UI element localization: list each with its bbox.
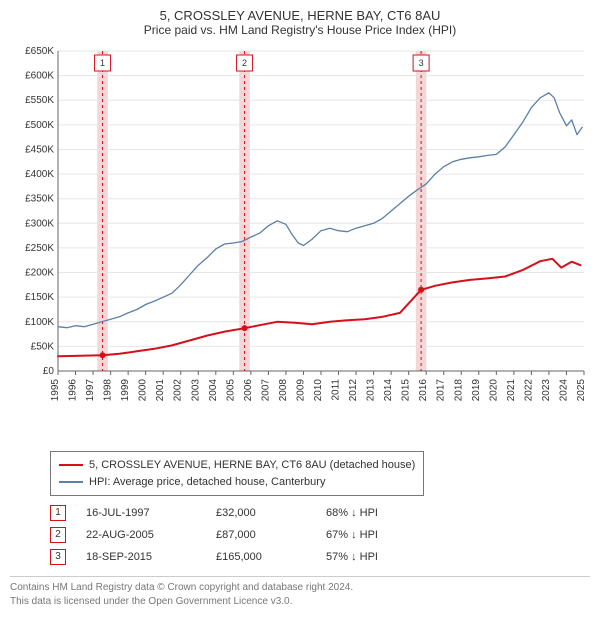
x-tick-label: 1998 bbox=[103, 379, 114, 402]
x-tick-label: 2010 bbox=[313, 379, 324, 402]
y-tick-label: £250K bbox=[25, 243, 54, 254]
event-price: £165,000 bbox=[216, 546, 326, 568]
y-tick-label: £200K bbox=[25, 268, 54, 279]
x-tick-label: 1996 bbox=[68, 379, 79, 402]
x-tick-label: 1995 bbox=[50, 379, 61, 402]
x-tick-label: 2024 bbox=[558, 379, 569, 402]
y-tick-label: £150K bbox=[25, 292, 54, 303]
sale-marker-number: 1 bbox=[100, 58, 105, 68]
x-tick-label: 2023 bbox=[541, 379, 552, 402]
x-tick-label: 2015 bbox=[401, 379, 412, 402]
y-tick-label: £600K bbox=[25, 71, 54, 82]
event-delta: 68% ↓ HPI bbox=[326, 502, 378, 524]
legend-box: 5, CROSSLEY AVENUE, HERNE BAY, CT6 8AU (… bbox=[50, 451, 424, 496]
x-tick-label: 2014 bbox=[383, 379, 394, 402]
event-delta: 57% ↓ HPI bbox=[326, 546, 378, 568]
sale-dot bbox=[100, 352, 106, 358]
event-date: 16-JUL-1997 bbox=[86, 502, 216, 524]
x-tick-label: 2021 bbox=[506, 379, 517, 402]
x-tick-label: 2025 bbox=[576, 379, 587, 402]
y-tick-label: £50K bbox=[31, 341, 55, 352]
x-tick-label: 2019 bbox=[471, 379, 482, 402]
sale-marker-number: 2 bbox=[242, 58, 247, 68]
x-tick-label: 2001 bbox=[155, 379, 166, 402]
chart-svg: £0 £50K £100K £150K £200K £250K £300K £350K £400… bbox=[10, 43, 590, 443]
x-tick-label: 2009 bbox=[295, 379, 306, 402]
chart-area: £0 £50K £100K £150K £200K £250K £300K £350K £400… bbox=[10, 43, 590, 443]
legend-row: HPI: Average price, detached house, Cant… bbox=[59, 474, 415, 491]
event-delta: 67% ↓ HPI bbox=[326, 524, 378, 546]
x-tick-label: 2020 bbox=[488, 379, 499, 402]
event-row: 3 18-SEP-2015£165,00057% ↓ HPI bbox=[50, 546, 378, 568]
event-date: 18-SEP-2015 bbox=[86, 546, 216, 568]
x-tick-label: 2012 bbox=[348, 379, 359, 402]
x-tick-label: 1997 bbox=[85, 379, 96, 402]
x-tick-label: 2022 bbox=[523, 379, 534, 402]
x-tick-label: 2007 bbox=[260, 379, 271, 402]
x-tick-label: 2011 bbox=[331, 379, 342, 401]
x-tick-label: 2013 bbox=[366, 379, 377, 402]
x-tick-label: 2002 bbox=[173, 379, 184, 402]
x-tick-label: 2017 bbox=[436, 379, 447, 402]
title-block: 5, CROSSLEY AVENUE, HERNE BAY, CT6 8AU P… bbox=[10, 8, 590, 37]
chart-title: 5, CROSSLEY AVENUE, HERNE BAY, CT6 8AU bbox=[10, 8, 590, 23]
series-hpi bbox=[58, 93, 582, 328]
y-tick-label: £500K bbox=[25, 120, 54, 131]
x-tick-label: 2003 bbox=[190, 379, 201, 402]
event-marker: 1 bbox=[50, 505, 66, 521]
x-tick-label: 2000 bbox=[138, 379, 149, 402]
x-tick-label: 2004 bbox=[208, 379, 219, 402]
footer-line-1: Contains HM Land Registry data © Crown c… bbox=[10, 581, 590, 595]
sale-dot bbox=[242, 325, 248, 331]
series-price_paid bbox=[58, 259, 581, 356]
sale-events-table: 1 16-JUL-1997£32,00068% ↓ HPI 2 22-AUG-2005… bbox=[50, 502, 590, 568]
event-price: £32,000 bbox=[216, 502, 326, 524]
event-date: 22-AUG-2005 bbox=[86, 524, 216, 546]
event-price: £87,000 bbox=[216, 524, 326, 546]
x-tick-label: 2016 bbox=[418, 379, 429, 402]
legend-row: 5, CROSSLEY AVENUE, HERNE BAY, CT6 8AU (… bbox=[59, 457, 415, 474]
y-tick-label: £550K bbox=[25, 95, 54, 106]
y-tick-label: £650K bbox=[25, 46, 54, 57]
legend-swatch bbox=[59, 464, 83, 466]
event-marker: 2 bbox=[50, 527, 66, 543]
y-tick-label: £100K bbox=[25, 317, 54, 328]
y-tick-label: £0 bbox=[43, 366, 55, 377]
x-tick-label: 2008 bbox=[278, 379, 289, 402]
footer-line-2: This data is licensed under the Open Gov… bbox=[10, 595, 590, 609]
sale-marker-number: 3 bbox=[419, 58, 424, 68]
event-row: 2 22-AUG-2005£87,00067% ↓ HPI bbox=[50, 524, 378, 546]
chart-subtitle: Price paid vs. HM Land Registry's House … bbox=[10, 23, 590, 37]
y-tick-label: £400K bbox=[25, 169, 54, 180]
legend-label: HPI: Average price, detached house, Cant… bbox=[89, 474, 325, 491]
y-tick-label: £350K bbox=[25, 194, 54, 205]
x-tick-label: 1999 bbox=[120, 379, 131, 402]
attribution-footer: Contains HM Land Registry data © Crown c… bbox=[10, 576, 590, 608]
sale-dot bbox=[418, 287, 424, 293]
chart-container: 5, CROSSLEY AVENUE, HERNE BAY, CT6 8AU P… bbox=[0, 0, 600, 618]
legend-swatch bbox=[59, 481, 83, 483]
x-tick-label: 2018 bbox=[453, 379, 464, 402]
y-tick-label: £300K bbox=[25, 218, 54, 229]
y-tick-label: £450K bbox=[25, 144, 54, 155]
x-tick-label: 2006 bbox=[243, 379, 254, 402]
legend-label: 5, CROSSLEY AVENUE, HERNE BAY, CT6 8AU (… bbox=[89, 457, 415, 474]
event-marker: 3 bbox=[50, 549, 66, 565]
x-tick-label: 2005 bbox=[225, 379, 236, 402]
event-row: 1 16-JUL-1997£32,00068% ↓ HPI bbox=[50, 502, 378, 524]
